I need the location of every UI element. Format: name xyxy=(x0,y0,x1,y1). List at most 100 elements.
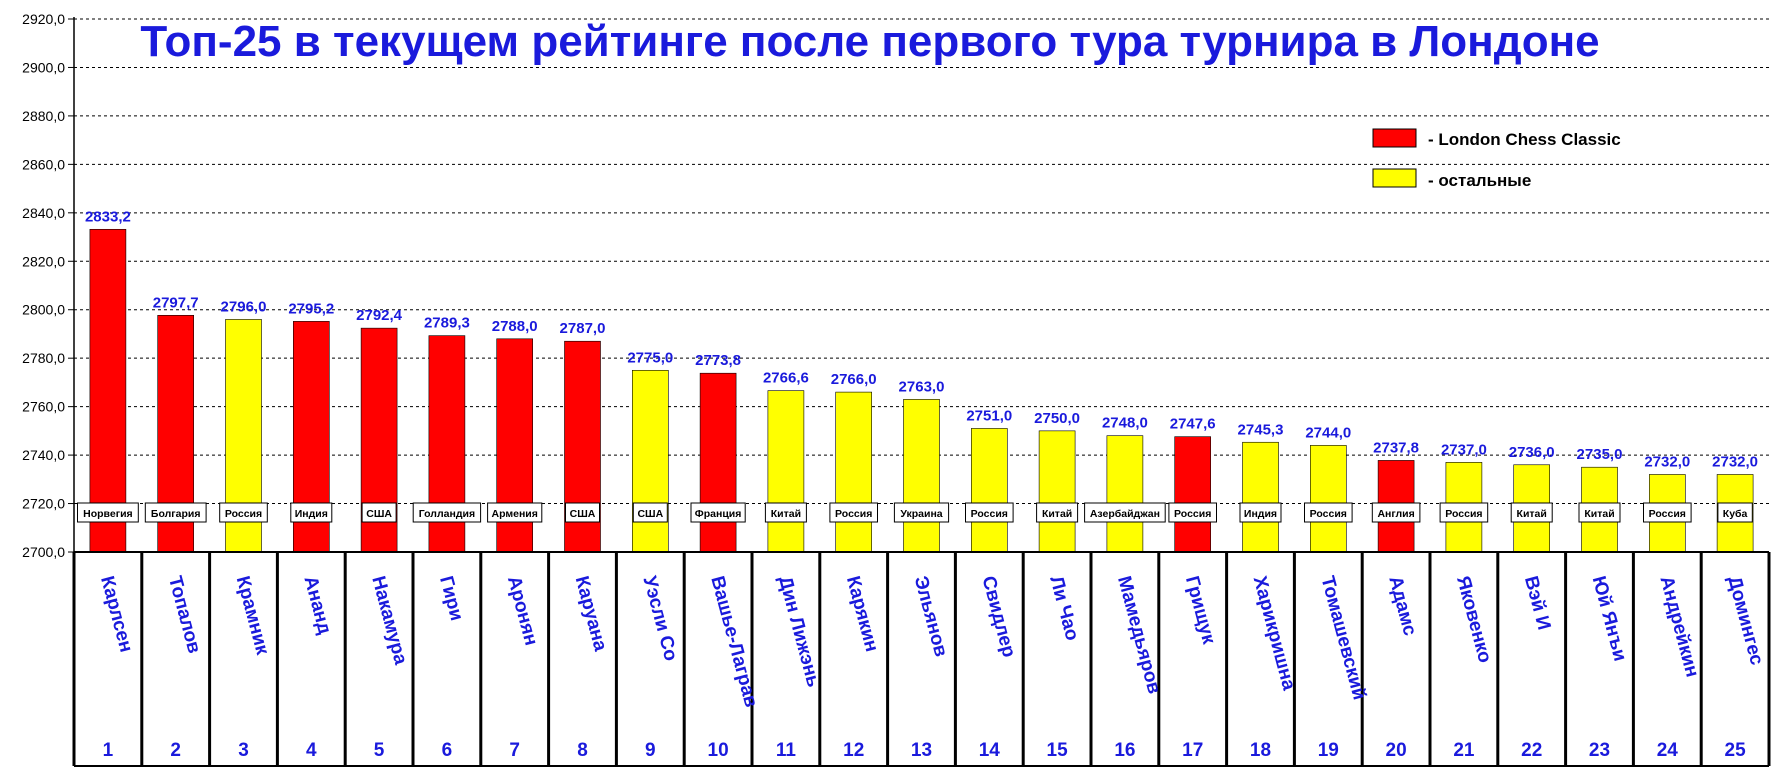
country-label: Азербайджан xyxy=(1090,508,1160,520)
player-name: Андрейкин xyxy=(1655,574,1702,680)
country-label: Россия xyxy=(1174,508,1211,520)
country-label: Россия xyxy=(971,508,1008,520)
bars: 2833,2 Норвегия 2797,7 Болгария 2796,0 Россия… xyxy=(77,208,1758,553)
country-label: Болгария xyxy=(151,508,201,520)
y-tick-label: 2840,0 xyxy=(22,205,65,221)
bar-value-label: 2789,3 xyxy=(424,315,470,332)
country-label: Армения xyxy=(492,508,538,520)
bar xyxy=(970,428,1008,553)
rank-number: 2 xyxy=(170,740,181,761)
bar-value-label: 2747,6 xyxy=(1170,416,1216,433)
rank-number: 20 xyxy=(1386,740,1407,761)
player-table: Карлсен 1 Топалов 2 Крамник 3 Ананд 4 Накамура 5 Г… xyxy=(72,552,1771,767)
country-box xyxy=(829,502,879,523)
bar xyxy=(1106,435,1144,553)
country-label: Китай xyxy=(1042,508,1072,520)
country-box xyxy=(565,502,600,523)
axes: 2700,0 2720,0 2740,0 2760,0 2780,0 2800,0 2820… xyxy=(22,11,1769,560)
rank-number: 13 xyxy=(911,740,932,761)
bar xyxy=(631,369,669,553)
bar-value-label: 2732,0 xyxy=(1644,453,1690,470)
y-tick-label: 2780,0 xyxy=(22,350,65,366)
country-box xyxy=(361,502,397,523)
player-name: Уэсли Со xyxy=(638,574,681,663)
bar-value-label: 2744,0 xyxy=(1305,424,1351,441)
rank-number: 12 xyxy=(843,740,864,761)
country-box xyxy=(893,502,950,523)
country-label: Россия xyxy=(1445,508,1482,520)
country-label: Китай xyxy=(771,508,801,520)
gridlines xyxy=(74,18,1769,505)
bar xyxy=(89,228,127,553)
country-label: Россия xyxy=(225,508,262,520)
bar xyxy=(1174,436,1211,553)
country-label: Украина xyxy=(900,508,942,520)
bar xyxy=(1038,430,1076,553)
bar-value-label: 2773,8 xyxy=(695,352,741,369)
country-box xyxy=(1643,502,1692,523)
rank-number: 3 xyxy=(238,740,249,761)
country-label: США xyxy=(637,508,663,520)
country-box xyxy=(219,502,268,523)
country-label: Куба xyxy=(1723,508,1748,520)
country-label: Норвегия xyxy=(83,508,133,520)
country-box xyxy=(1168,502,1218,523)
rank-number: 4 xyxy=(306,740,317,761)
rank-number: 9 xyxy=(645,740,656,761)
bar xyxy=(767,390,805,553)
country-box xyxy=(632,502,668,523)
chart-title: Топ-25 в текущем рейтинге после первого … xyxy=(140,17,1599,66)
player-name: Харикришна xyxy=(1249,574,1300,693)
country-label: США xyxy=(366,508,392,520)
bar-value-label: 2766,0 xyxy=(831,371,877,388)
rank-number: 24 xyxy=(1657,740,1679,761)
bar xyxy=(835,391,873,553)
country-label: Россия xyxy=(835,508,872,520)
rank-number: 23 xyxy=(1589,740,1610,761)
country-box xyxy=(1578,502,1621,523)
player-name: Крамник xyxy=(232,574,273,658)
bar-value-label: 2775,0 xyxy=(627,349,673,366)
country-box xyxy=(487,502,543,523)
bar xyxy=(1242,441,1279,553)
legend-label-others: - остальные xyxy=(1428,171,1531,190)
country-label: Индия xyxy=(1244,508,1277,520)
country-label: Китай xyxy=(1584,508,1614,520)
rank-number: 6 xyxy=(442,740,453,761)
country-label: Китай xyxy=(1517,508,1547,520)
player-name: Ананд xyxy=(299,574,335,637)
bar xyxy=(903,399,940,553)
player-name: Ли Чао xyxy=(1045,574,1082,643)
country-box xyxy=(1304,502,1353,523)
rank-number: 25 xyxy=(1725,740,1747,761)
rank-number: 7 xyxy=(509,740,520,761)
player-name: Яковенко xyxy=(1452,574,1495,665)
bar-value-label: 2735,0 xyxy=(1577,446,1623,463)
y-tick-label: 2740,0 xyxy=(22,447,65,463)
legend: - London Chess Classic - остальные xyxy=(1372,128,1621,190)
bar xyxy=(1310,445,1347,553)
bar-value-label: 2736,0 xyxy=(1509,444,1555,461)
bar-value-label: 2737,0 xyxy=(1441,441,1487,458)
player-name: Эльянов xyxy=(910,574,952,659)
rank-number: 21 xyxy=(1453,740,1475,761)
y-tick-label: 2920,0 xyxy=(22,11,65,27)
rank-number: 11 xyxy=(776,740,797,761)
country-label: Голландия xyxy=(419,508,475,520)
country-box xyxy=(690,502,746,523)
country-label: Индия xyxy=(295,508,328,520)
player-name: Каруана xyxy=(571,574,611,654)
y-tick-label: 2880,0 xyxy=(22,108,65,124)
rank-number: 18 xyxy=(1250,740,1271,761)
player-name: Гири xyxy=(435,574,467,623)
country-box xyxy=(290,502,333,523)
y-tick-label: 2760,0 xyxy=(22,399,65,415)
y-tick-label: 2720,0 xyxy=(22,496,65,512)
rank-number: 1 xyxy=(103,740,114,761)
country-box xyxy=(1717,502,1753,523)
country-label: США xyxy=(570,508,596,520)
y-tick-label: 2820,0 xyxy=(22,253,65,269)
rank-number: 16 xyxy=(1114,740,1135,761)
bar-value-label: 2763,0 xyxy=(899,378,945,395)
